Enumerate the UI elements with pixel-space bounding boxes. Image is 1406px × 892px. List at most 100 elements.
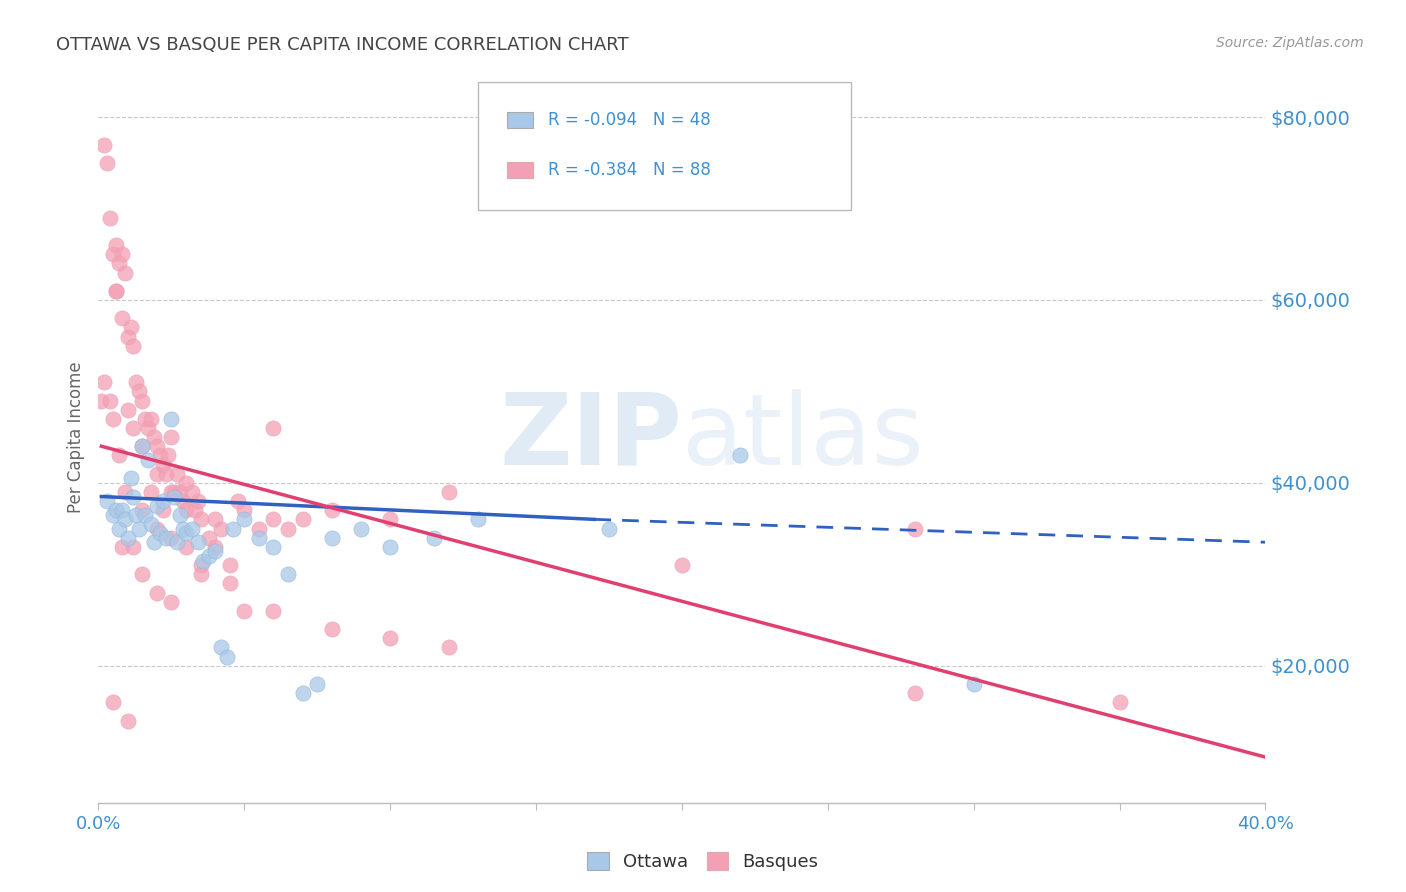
Point xyxy=(437,640,460,655)
Point xyxy=(166,467,188,481)
Point xyxy=(233,503,256,517)
Point xyxy=(152,503,174,517)
Point xyxy=(146,439,169,453)
Point xyxy=(125,375,148,389)
Point xyxy=(117,714,139,728)
Point xyxy=(169,485,191,500)
Point xyxy=(291,686,314,700)
Point xyxy=(321,503,343,517)
Point xyxy=(146,499,169,513)
Point xyxy=(134,412,156,426)
Point xyxy=(134,508,156,522)
Point xyxy=(93,375,115,389)
Point xyxy=(101,247,124,261)
Point xyxy=(131,439,153,453)
Point xyxy=(904,521,927,535)
Point xyxy=(157,448,180,462)
Point xyxy=(131,567,153,582)
Point xyxy=(160,412,183,426)
Point xyxy=(120,471,142,485)
Point xyxy=(160,594,183,608)
Point xyxy=(111,540,134,554)
Point xyxy=(378,512,402,526)
Point xyxy=(146,521,169,535)
Point xyxy=(122,490,145,504)
Point xyxy=(174,475,197,490)
Point xyxy=(180,485,202,500)
Point xyxy=(108,521,131,535)
Point xyxy=(962,677,984,691)
Point xyxy=(125,508,148,522)
Point xyxy=(90,393,112,408)
Text: atlas: atlas xyxy=(682,389,924,485)
Point xyxy=(437,485,460,500)
Point xyxy=(101,695,124,709)
Point xyxy=(155,531,177,545)
Point xyxy=(172,494,194,508)
Point xyxy=(218,576,240,591)
Point xyxy=(166,535,188,549)
Text: ZIP: ZIP xyxy=(499,389,682,485)
FancyBboxPatch shape xyxy=(508,112,533,128)
Point xyxy=(114,512,136,526)
Point xyxy=(183,503,205,517)
Point xyxy=(190,558,212,573)
Point xyxy=(96,494,118,508)
Point xyxy=(728,448,751,462)
Point xyxy=(98,393,121,408)
Point xyxy=(117,402,139,417)
Point xyxy=(321,622,343,636)
Point xyxy=(198,549,221,563)
Point xyxy=(204,540,226,554)
Y-axis label: Per Capita Income: Per Capita Income xyxy=(67,361,86,513)
Point xyxy=(149,448,172,462)
Point xyxy=(131,439,153,453)
Point xyxy=(117,329,139,343)
Point xyxy=(187,535,209,549)
Point xyxy=(93,137,115,152)
Point xyxy=(218,558,240,573)
FancyBboxPatch shape xyxy=(478,82,851,211)
Point xyxy=(120,320,142,334)
Point xyxy=(262,604,284,618)
Point xyxy=(204,512,226,526)
Point xyxy=(136,421,159,435)
Point xyxy=(221,521,243,535)
Point xyxy=(160,430,183,444)
Point xyxy=(122,338,145,352)
Point xyxy=(101,508,124,522)
Point xyxy=(321,531,343,545)
Point xyxy=(104,238,127,252)
Point xyxy=(163,485,186,500)
Point xyxy=(104,284,127,298)
Point xyxy=(96,155,118,169)
Point xyxy=(142,535,165,549)
Point xyxy=(131,503,153,517)
Point xyxy=(152,494,174,508)
Point xyxy=(190,512,212,526)
Point xyxy=(114,485,136,500)
Point xyxy=(378,632,402,646)
Point xyxy=(209,521,232,535)
Point xyxy=(155,467,177,481)
Text: OTTAWA VS BASQUE PER CAPITA INCOME CORRELATION CHART: OTTAWA VS BASQUE PER CAPITA INCOME CORRE… xyxy=(56,36,628,54)
Point xyxy=(111,311,134,326)
Point xyxy=(291,512,314,526)
Point xyxy=(104,503,127,517)
Point xyxy=(598,521,620,535)
Point xyxy=(108,448,131,462)
Point xyxy=(139,412,162,426)
Point xyxy=(215,649,238,664)
Point xyxy=(139,516,162,531)
Point xyxy=(160,531,183,545)
Point xyxy=(262,421,284,435)
Point xyxy=(128,521,150,535)
Point xyxy=(160,485,183,500)
Point xyxy=(128,384,150,399)
Point xyxy=(174,503,197,517)
Point xyxy=(247,531,270,545)
Point xyxy=(233,604,256,618)
Point xyxy=(233,512,256,526)
Point xyxy=(467,512,489,526)
Point xyxy=(307,677,329,691)
